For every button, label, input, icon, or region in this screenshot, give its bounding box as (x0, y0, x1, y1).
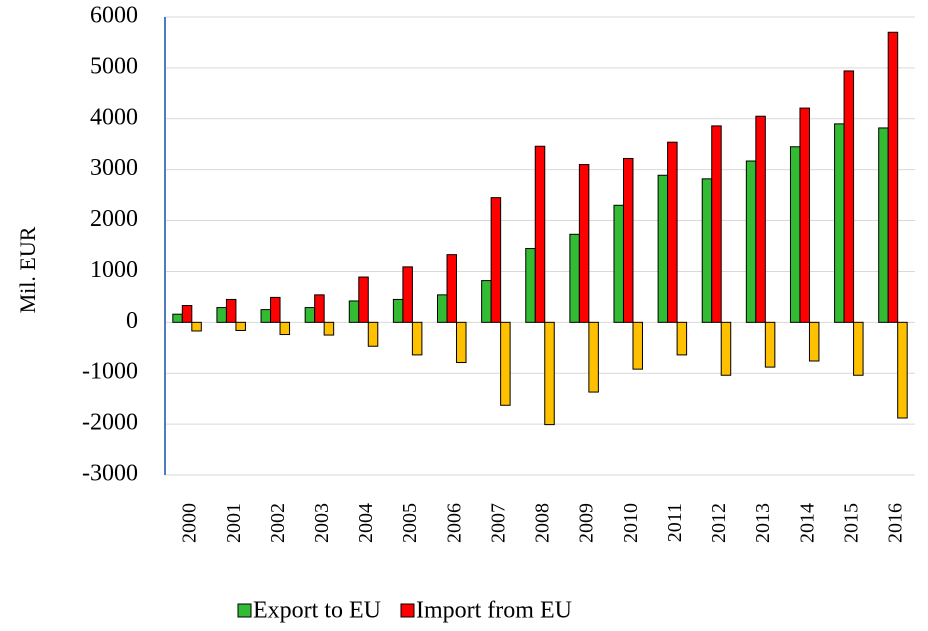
y-tick-label: 0 (126, 308, 138, 334)
y-tick-label: 2000 (90, 206, 138, 232)
bar (367, 321, 379, 347)
y-tick-label: 3000 (90, 155, 138, 181)
x-tick-label: 2012 (708, 503, 730, 543)
legend-swatch (237, 603, 252, 618)
bar (578, 164, 590, 323)
bar (191, 321, 202, 332)
bar (500, 321, 511, 406)
y-tick-label: 5000 (90, 53, 138, 79)
legend-swatch (400, 603, 415, 618)
bar (657, 174, 669, 323)
bar (446, 254, 458, 323)
y-tick-label: 6000 (90, 3, 138, 29)
bar (279, 321, 291, 336)
x-tick-label: 2002 (267, 503, 289, 543)
bar (304, 307, 316, 323)
bar (392, 298, 404, 323)
x-tick-label: 2005 (399, 503, 421, 543)
x-tick-label: 2015 (840, 503, 862, 543)
bar (348, 300, 360, 323)
bar (632, 321, 643, 370)
y-tick-label: 4000 (90, 104, 138, 130)
bar (764, 321, 776, 368)
bar (897, 321, 908, 419)
bar (216, 307, 227, 323)
y-tick-label: 1000 (90, 257, 138, 283)
x-tick-label: 2004 (355, 503, 377, 543)
bar (755, 115, 766, 323)
bar (667, 141, 678, 323)
bar (622, 157, 634, 323)
y-tick-label: -1000 (82, 359, 138, 385)
bar (402, 266, 413, 323)
bar (181, 305, 193, 323)
bar (588, 321, 599, 393)
x-tick-label: 2008 (532, 503, 554, 543)
x-tick-label: 2014 (796, 503, 818, 543)
bar (270, 296, 281, 323)
bar (843, 70, 855, 323)
legend-label: Import from EU (416, 598, 572, 624)
bar (569, 233, 580, 323)
x-tick-label: 2010 (620, 503, 642, 543)
bar (490, 197, 502, 323)
bar (481, 280, 492, 323)
x-tick-label: 2000 (179, 503, 201, 543)
bar (799, 107, 810, 323)
bar (676, 321, 688, 356)
bar (225, 298, 237, 323)
bar (878, 127, 889, 323)
bar (789, 146, 801, 323)
bar (411, 321, 423, 356)
bar (456, 321, 467, 364)
x-tick-label: 2009 (576, 503, 598, 543)
legend-label: Export to EU (253, 598, 381, 624)
y-axis-label: Mil. EUR (15, 226, 40, 313)
x-tick-label: 2007 (487, 503, 509, 543)
bar (808, 321, 820, 362)
x-tick-label: 2003 (311, 503, 333, 543)
bar (172, 313, 183, 323)
bar (887, 31, 899, 323)
bar (235, 321, 246, 331)
bar (745, 160, 757, 323)
bar (358, 276, 369, 323)
x-tick-label: 2001 (223, 503, 245, 543)
y-tick-label: -3000 (82, 461, 138, 487)
bar (720, 321, 732, 376)
bar (534, 145, 546, 323)
bar (323, 321, 335, 336)
y-tick-label: -2000 (82, 410, 138, 436)
x-tick-label: 2016 (885, 503, 907, 543)
bar (544, 321, 555, 426)
x-tick-label: 2011 (664, 503, 686, 542)
bar (525, 248, 536, 323)
bar (711, 125, 722, 323)
x-tick-label: 2006 (443, 503, 465, 543)
bar (701, 178, 713, 323)
x-tick-label: 2013 (752, 503, 774, 543)
bar (853, 321, 864, 376)
bar (613, 204, 624, 323)
bar (260, 309, 272, 323)
bar (834, 123, 845, 323)
bar (437, 294, 448, 323)
bar (314, 294, 325, 323)
